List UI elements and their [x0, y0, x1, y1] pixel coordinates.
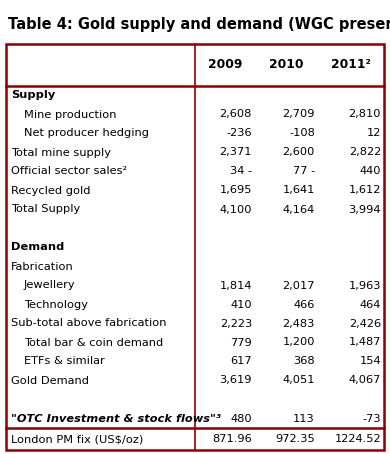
Text: 1,963: 1,963 — [349, 281, 381, 291]
Text: 4,100: 4,100 — [220, 204, 252, 214]
Text: London PM fix (US$/oz): London PM fix (US$/oz) — [11, 434, 143, 444]
Text: Gold Demand: Gold Demand — [11, 375, 89, 385]
Text: Net producer hedging: Net producer hedging — [24, 128, 149, 138]
Text: 464: 464 — [360, 300, 381, 310]
Bar — [6, 44, 384, 450]
Text: 972.35: 972.35 — [275, 434, 315, 444]
Text: 77 -: 77 - — [293, 167, 315, 177]
Text: 2,223: 2,223 — [220, 319, 252, 329]
Text: 2,483: 2,483 — [283, 319, 315, 329]
Text: 2011²: 2011² — [331, 59, 371, 71]
Text: Total Supply: Total Supply — [11, 204, 80, 214]
Text: 1,612: 1,612 — [349, 186, 381, 196]
Text: Total bar & coin demand: Total bar & coin demand — [24, 337, 163, 347]
Text: 779: 779 — [230, 337, 252, 347]
Text: Supply: Supply — [11, 90, 55, 100]
Text: Sub-total above fabrication: Sub-total above fabrication — [11, 319, 167, 329]
Text: 2,371: 2,371 — [220, 148, 252, 158]
Text: Fabrication: Fabrication — [11, 262, 74, 271]
Text: 2,426: 2,426 — [349, 319, 381, 329]
Text: 617: 617 — [230, 356, 252, 366]
Text: Technology: Technology — [24, 300, 88, 310]
Text: 440: 440 — [360, 167, 381, 177]
Text: 154: 154 — [359, 356, 381, 366]
Text: 3,619: 3,619 — [220, 375, 252, 385]
Text: -73: -73 — [362, 414, 381, 424]
Text: 871.96: 871.96 — [212, 434, 252, 444]
Text: 2,600: 2,600 — [283, 148, 315, 158]
Text: 2,810: 2,810 — [349, 109, 381, 119]
Text: 2,608: 2,608 — [220, 109, 252, 119]
Text: 410: 410 — [230, 300, 252, 310]
Text: 1,487: 1,487 — [349, 337, 381, 347]
Text: Mine production: Mine production — [24, 109, 117, 119]
Text: Recycled gold: Recycled gold — [11, 186, 90, 196]
Text: 2009: 2009 — [208, 59, 242, 71]
Text: 1,814: 1,814 — [220, 281, 252, 291]
Text: Demand: Demand — [11, 242, 64, 252]
Text: 4,164: 4,164 — [283, 204, 315, 214]
Text: 3,994: 3,994 — [349, 204, 381, 214]
Text: 368: 368 — [293, 356, 315, 366]
Text: 2,822: 2,822 — [349, 148, 381, 158]
Text: 1224.52: 1224.52 — [334, 434, 381, 444]
Text: ETFs & similar: ETFs & similar — [24, 356, 105, 366]
Text: Table 4: Gold supply and demand (WGC presentation): Table 4: Gold supply and demand (WGC pre… — [8, 16, 390, 31]
Text: 12: 12 — [367, 128, 381, 138]
Text: 2,017: 2,017 — [282, 281, 315, 291]
Text: Official sector sales²: Official sector sales² — [11, 167, 127, 177]
Text: 2,709: 2,709 — [282, 109, 315, 119]
Text: 480: 480 — [230, 414, 252, 424]
Text: 4,051: 4,051 — [282, 375, 315, 385]
Text: 4,067: 4,067 — [349, 375, 381, 385]
Text: -108: -108 — [289, 128, 315, 138]
Text: 113: 113 — [293, 414, 315, 424]
Text: Total mine supply: Total mine supply — [11, 148, 111, 158]
Text: 34 -: 34 - — [230, 167, 252, 177]
Text: 1,641: 1,641 — [283, 186, 315, 196]
Text: 1,200: 1,200 — [282, 337, 315, 347]
Text: "OTC Investment & stock flows"³: "OTC Investment & stock flows"³ — [11, 414, 221, 424]
Text: Jewellery: Jewellery — [24, 281, 76, 291]
Text: 466: 466 — [294, 300, 315, 310]
Text: 2010: 2010 — [269, 59, 304, 71]
Text: 1,695: 1,695 — [220, 186, 252, 196]
Text: -236: -236 — [226, 128, 252, 138]
